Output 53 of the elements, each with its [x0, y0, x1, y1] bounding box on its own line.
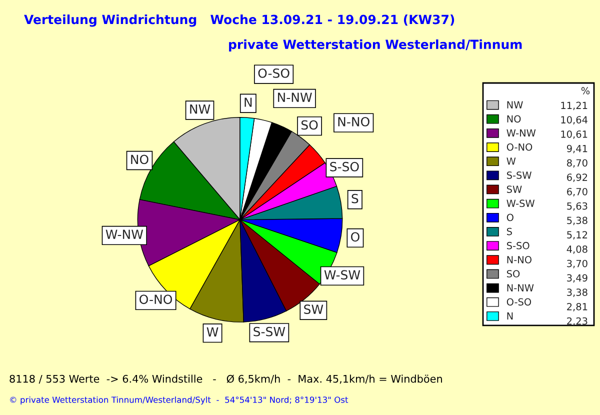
slice-label: NO	[131, 154, 148, 164]
legend-label: O-SO	[506, 298, 532, 306]
slice-label: O	[351, 232, 360, 242]
data-label: 3,38	[567, 288, 588, 297]
data-label: 8,70	[567, 159, 588, 168]
legend-label: NW	[507, 101, 523, 108]
legend-label: O-NO	[506, 143, 532, 151]
legend-label: N-NW	[507, 284, 534, 292]
legend-label: SW	[506, 186, 522, 193]
data-label: 3,49	[567, 274, 588, 283]
data-label: 6,92	[567, 174, 588, 182]
slice-label: W-SW	[324, 270, 360, 280]
data-label: 5,63	[567, 202, 588, 211]
legend-title: %	[581, 87, 590, 94]
legend-label: O	[506, 214, 514, 222]
data-label: 6,70	[567, 188, 588, 196]
slice-label: S	[352, 194, 358, 204]
slice-label: NW	[190, 104, 210, 114]
data-label: 3,70	[567, 260, 588, 268]
data-label: 5,38	[567, 216, 588, 226]
data-label: 9,41	[566, 144, 588, 154]
legend-label: NO	[507, 115, 521, 123]
legend-label: S	[506, 228, 512, 236]
legend-label: W	[506, 158, 516, 165]
slice-label: W-NW	[106, 230, 144, 239]
legend-label: N-NO	[507, 256, 532, 264]
slice-label: S-SO	[330, 162, 359, 172]
legend-label: S-SO	[506, 242, 530, 250]
legend-label: W-NW	[506, 129, 536, 137]
slice-label: N-NW	[278, 92, 312, 102]
slice-label: O-NO	[140, 294, 172, 304]
slice-label: N-NO	[338, 116, 370, 126]
slice-label: W	[206, 327, 218, 337]
slice-label: O-SO	[258, 68, 290, 78]
legend-label: SO	[506, 270, 520, 278]
text: © private Wetterstation Tinnum/Westerland/Sylt - 54°54'13" Nord; 8°19'13" Ost	[10, 396, 348, 405]
data-label: 10,61	[561, 130, 588, 139]
data-label: 5,12	[567, 231, 588, 240]
chart-subtitle: private Wetterstation Westerland/Tinnum	[229, 39, 522, 52]
slice-label: S-SW	[254, 326, 286, 336]
legend-label: S-SW	[506, 172, 532, 179]
data-label: 4,08	[566, 245, 588, 254]
data-label: 10,64	[561, 116, 588, 124]
text: 8118 / 553 Werte -> 6.4% Windstille - Ø 6,5km/h - Max. 45,1km/h = Windböen	[10, 374, 442, 384]
legend-label: W-SW	[506, 200, 535, 208]
data-label: 2,23	[567, 317, 588, 326]
data-label: 2,81	[567, 302, 588, 312]
slice-label: N	[244, 98, 252, 107]
data-label: 11,21	[561, 102, 588, 110]
slice-label: SO	[301, 120, 318, 130]
legend-label: N	[507, 312, 513, 320]
slice-label: SW	[304, 304, 324, 314]
chart-title: Verteilung Windrichtung Woche 13.09.21 - 19.09.21 (KW37)	[24, 14, 454, 27]
